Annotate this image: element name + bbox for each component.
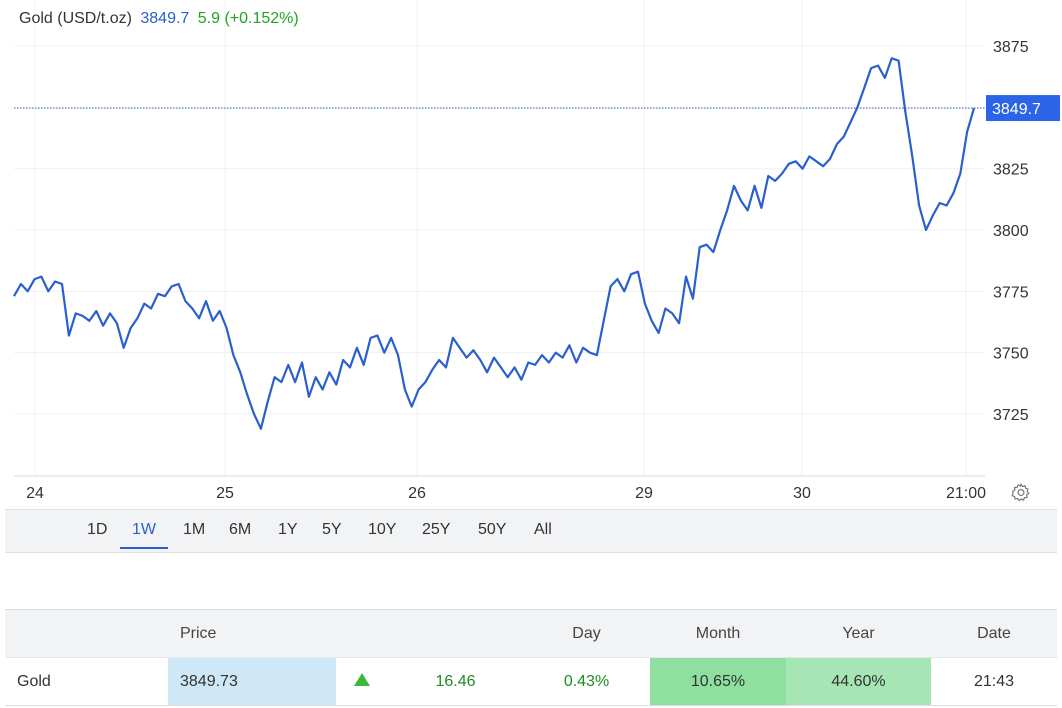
row-arrow-cell bbox=[336, 657, 388, 706]
x-tick-label: 26 bbox=[408, 485, 426, 502]
row-month: 10.65% bbox=[650, 657, 786, 706]
table-header-row: Price Day Month Year Date bbox=[5, 609, 1057, 658]
header-change: 5.9 (+0.152%) bbox=[197, 10, 299, 27]
row-day: 0.43% bbox=[523, 657, 650, 706]
x-tick-label: 25 bbox=[216, 485, 234, 502]
range-tab-50y[interactable]: 50Y bbox=[478, 521, 507, 538]
triangle-up-icon bbox=[354, 672, 370, 686]
gear-icon[interactable] bbox=[1010, 482, 1032, 504]
range-tab-all[interactable]: All bbox=[534, 521, 552, 538]
price-tag bbox=[986, 95, 1060, 122]
range-tab-6m[interactable]: 6M bbox=[229, 521, 252, 538]
header-arrow bbox=[336, 609, 388, 658]
y-tick-label: 3800 bbox=[993, 223, 1029, 240]
y-tick-label: 3775 bbox=[993, 284, 1029, 301]
x-tick-label: 30 bbox=[793, 485, 811, 502]
y-tick-label: 3750 bbox=[993, 346, 1029, 363]
series-line-gold bbox=[13, 57, 976, 430]
header-price: 3849.7 bbox=[140, 10, 190, 27]
x-tick-label: 29 bbox=[635, 485, 653, 502]
price-chart[interactable]: 3725375037753800382538503875 24252629302… bbox=[0, 0, 1062, 508]
header-change bbox=[388, 609, 523, 658]
chart-header: Gold (USD/t.oz) 3849.7 5.9 (+0.152%) bbox=[19, 10, 303, 28]
range-tab-10y[interactable]: 10Y bbox=[368, 521, 397, 538]
row-date: 21:43 bbox=[931, 657, 1057, 706]
range-tab-5y[interactable]: 5Y bbox=[322, 521, 342, 538]
range-selector: 1D 1W 1M 6M 1Y 5Y 10Y 25Y 50Y All bbox=[5, 509, 1057, 553]
y-tick-label: 3875 bbox=[993, 39, 1029, 56]
price-tag-label: 3849.7 bbox=[992, 101, 1041, 118]
quote-table: Price Day Month Year Date Gold 3849.73 1… bbox=[5, 609, 1057, 706]
row-price: 3849.73 bbox=[168, 657, 336, 706]
table-row[interactable]: Gold 3849.73 16.46 0.43% 10.65% 44.60% 2… bbox=[5, 657, 1057, 706]
y-tick-label: 3725 bbox=[993, 407, 1029, 424]
instrument-name: Gold (USD/t.oz) bbox=[19, 10, 132, 27]
range-tab-1w[interactable]: 1W bbox=[120, 521, 168, 549]
header-date: Date bbox=[931, 609, 1057, 658]
row-change: 16.46 bbox=[388, 657, 523, 706]
range-tab-1y[interactable]: 1Y bbox=[278, 521, 298, 538]
range-tab-25y[interactable]: 25Y bbox=[422, 521, 451, 538]
y-tick-label: 3825 bbox=[993, 162, 1029, 179]
range-tab-1m[interactable]: 1M bbox=[183, 521, 206, 538]
header-day: Day bbox=[523, 609, 650, 658]
header-name bbox=[5, 609, 168, 658]
header-month: Month bbox=[650, 609, 786, 658]
chart-panel: 3725375037753800382538503875 24252629302… bbox=[0, 0, 1062, 553]
x-tick-label: 21:00 bbox=[946, 485, 986, 502]
header-price: Price bbox=[168, 609, 336, 658]
x-tick-label: 24 bbox=[26, 485, 44, 502]
header-year: Year bbox=[786, 609, 931, 658]
range-tab-1d[interactable]: 1D bbox=[87, 521, 108, 538]
row-name[interactable]: Gold bbox=[5, 657, 168, 706]
row-year: 44.60% bbox=[786, 657, 931, 706]
